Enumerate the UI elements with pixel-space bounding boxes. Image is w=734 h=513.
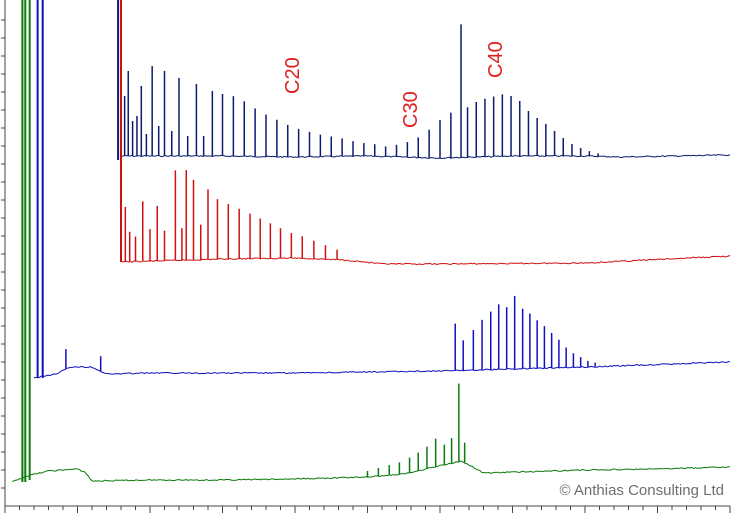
solvent-peaks (21, 0, 122, 482)
annotation-c30: C30 (400, 91, 422, 128)
annotation-c20: C20 (282, 57, 304, 94)
series-3 (12, 383, 731, 482)
series-baseline (12, 460, 731, 482)
series-0 (120, 24, 731, 160)
series-baseline (33, 360, 731, 379)
annotation-layer: C20 C30 C40 (282, 41, 507, 128)
annotation-c40: C40 (485, 41, 507, 78)
copyright-watermark: © Anthias Consulting Ltd (560, 482, 725, 499)
series-layer (12, 0, 731, 482)
series-1 (120, 170, 731, 266)
series-baseline (120, 255, 731, 266)
series-2 (33, 295, 731, 379)
